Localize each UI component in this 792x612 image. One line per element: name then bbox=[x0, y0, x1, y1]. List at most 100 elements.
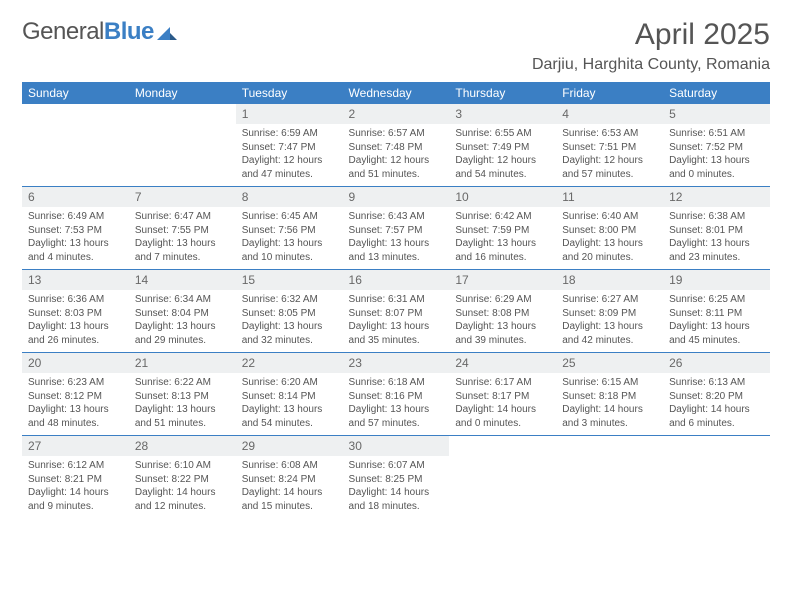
daylight-text: Daylight: 14 hours and 9 minutes. bbox=[28, 486, 123, 513]
sunrise-text: Sunrise: 6:49 AM bbox=[28, 210, 123, 224]
day-details: Sunrise: 6:10 AMSunset: 8:22 PMDaylight:… bbox=[129, 456, 236, 518]
weekday-header-row: SundayMondayTuesdayWednesdayThursdayFrid… bbox=[22, 82, 770, 104]
sunset-text: Sunset: 8:07 PM bbox=[349, 307, 444, 321]
daylight-text: Daylight: 14 hours and 12 minutes. bbox=[135, 486, 230, 513]
daylight-text: Daylight: 13 hours and 4 minutes. bbox=[28, 237, 123, 264]
daylight-text: Daylight: 12 hours and 51 minutes. bbox=[349, 154, 444, 181]
daylight-text: Daylight: 13 hours and 20 minutes. bbox=[562, 237, 657, 264]
day-details: Sunrise: 6:13 AMSunset: 8:20 PMDaylight:… bbox=[663, 373, 770, 435]
day-number: 10 bbox=[449, 187, 556, 207]
calendar-cell: 23Sunrise: 6:18 AMSunset: 8:16 PMDayligh… bbox=[343, 353, 450, 436]
daylight-text: Daylight: 13 hours and 23 minutes. bbox=[669, 237, 764, 264]
logo: GeneralBlue bbox=[22, 18, 177, 46]
weekday-header: Monday bbox=[129, 82, 236, 104]
calendar-cell: 30Sunrise: 6:07 AMSunset: 8:25 PMDayligh… bbox=[343, 436, 450, 519]
daylight-text: Daylight: 13 hours and 26 minutes. bbox=[28, 320, 123, 347]
day-details: Sunrise: 6:53 AMSunset: 7:51 PMDaylight:… bbox=[556, 124, 663, 186]
daylight-text: Daylight: 14 hours and 18 minutes. bbox=[349, 486, 444, 513]
daylight-text: Daylight: 13 hours and 51 minutes. bbox=[135, 403, 230, 430]
calendar-cell: 20Sunrise: 6:23 AMSunset: 8:12 PMDayligh… bbox=[22, 353, 129, 436]
daylight-text: Daylight: 13 hours and 42 minutes. bbox=[562, 320, 657, 347]
sunrise-text: Sunrise: 6:10 AM bbox=[135, 459, 230, 473]
daylight-text: Daylight: 14 hours and 0 minutes. bbox=[455, 403, 550, 430]
day-number: 1 bbox=[236, 104, 343, 124]
day-number: 12 bbox=[663, 187, 770, 207]
sunrise-text: Sunrise: 6:07 AM bbox=[349, 459, 444, 473]
sunset-text: Sunset: 8:05 PM bbox=[242, 307, 337, 321]
weekday-header: Saturday bbox=[663, 82, 770, 104]
day-number: 3 bbox=[449, 104, 556, 124]
day-number: 25 bbox=[556, 353, 663, 373]
header: GeneralBlue April 2025 Darjiu, Harghita … bbox=[22, 18, 770, 74]
day-details: Sunrise: 6:40 AMSunset: 8:00 PMDaylight:… bbox=[556, 207, 663, 269]
day-details: Sunrise: 6:45 AMSunset: 7:56 PMDaylight:… bbox=[236, 207, 343, 269]
sunset-text: Sunset: 8:03 PM bbox=[28, 307, 123, 321]
sunrise-text: Sunrise: 6:42 AM bbox=[455, 210, 550, 224]
sunset-text: Sunset: 8:09 PM bbox=[562, 307, 657, 321]
calendar-cell: 24Sunrise: 6:17 AMSunset: 8:17 PMDayligh… bbox=[449, 353, 556, 436]
sunset-text: Sunset: 8:04 PM bbox=[135, 307, 230, 321]
day-number: 29 bbox=[236, 436, 343, 456]
sunset-text: Sunset: 7:48 PM bbox=[349, 141, 444, 155]
day-number: 23 bbox=[343, 353, 450, 373]
sunrise-text: Sunrise: 6:31 AM bbox=[349, 293, 444, 307]
sunrise-text: Sunrise: 6:36 AM bbox=[28, 293, 123, 307]
day-details: Sunrise: 6:55 AMSunset: 7:49 PMDaylight:… bbox=[449, 124, 556, 186]
sunset-text: Sunset: 8:17 PM bbox=[455, 390, 550, 404]
calendar-cell bbox=[449, 436, 556, 519]
daylight-text: Daylight: 13 hours and 35 minutes. bbox=[349, 320, 444, 347]
day-details: Sunrise: 6:25 AMSunset: 8:11 PMDaylight:… bbox=[663, 290, 770, 352]
calendar-cell: 28Sunrise: 6:10 AMSunset: 8:22 PMDayligh… bbox=[129, 436, 236, 519]
sunset-text: Sunset: 7:56 PM bbox=[242, 224, 337, 238]
calendar-cell: 17Sunrise: 6:29 AMSunset: 8:08 PMDayligh… bbox=[449, 270, 556, 353]
day-details: Sunrise: 6:31 AMSunset: 8:07 PMDaylight:… bbox=[343, 290, 450, 352]
daylight-text: Daylight: 13 hours and 54 minutes. bbox=[242, 403, 337, 430]
day-details: Sunrise: 6:34 AMSunset: 8:04 PMDaylight:… bbox=[129, 290, 236, 352]
daylight-text: Daylight: 14 hours and 15 minutes. bbox=[242, 486, 337, 513]
sunrise-text: Sunrise: 6:27 AM bbox=[562, 293, 657, 307]
day-details: Sunrise: 6:18 AMSunset: 8:16 PMDaylight:… bbox=[343, 373, 450, 435]
day-number: 24 bbox=[449, 353, 556, 373]
sunrise-text: Sunrise: 6:38 AM bbox=[669, 210, 764, 224]
day-number: 27 bbox=[22, 436, 129, 456]
calendar-cell: 16Sunrise: 6:31 AMSunset: 8:07 PMDayligh… bbox=[343, 270, 450, 353]
day-details: Sunrise: 6:27 AMSunset: 8:09 PMDaylight:… bbox=[556, 290, 663, 352]
day-number: 8 bbox=[236, 187, 343, 207]
calendar-cell: 27Sunrise: 6:12 AMSunset: 8:21 PMDayligh… bbox=[22, 436, 129, 519]
sunset-text: Sunset: 7:59 PM bbox=[455, 224, 550, 238]
day-details: Sunrise: 6:51 AMSunset: 7:52 PMDaylight:… bbox=[663, 124, 770, 186]
calendar-cell: 3Sunrise: 6:55 AMSunset: 7:49 PMDaylight… bbox=[449, 104, 556, 187]
sunrise-text: Sunrise: 6:08 AM bbox=[242, 459, 337, 473]
day-number: 4 bbox=[556, 104, 663, 124]
day-details: Sunrise: 6:59 AMSunset: 7:47 PMDaylight:… bbox=[236, 124, 343, 186]
daylight-text: Daylight: 13 hours and 7 minutes. bbox=[135, 237, 230, 264]
calendar-cell bbox=[663, 436, 770, 519]
logo-triangle-icon bbox=[157, 24, 177, 40]
daylight-text: Daylight: 13 hours and 57 minutes. bbox=[349, 403, 444, 430]
sunrise-text: Sunrise: 6:34 AM bbox=[135, 293, 230, 307]
weekday-header: Tuesday bbox=[236, 82, 343, 104]
daylight-text: Daylight: 13 hours and 32 minutes. bbox=[242, 320, 337, 347]
day-number: 16 bbox=[343, 270, 450, 290]
calendar-cell: 14Sunrise: 6:34 AMSunset: 8:04 PMDayligh… bbox=[129, 270, 236, 353]
day-number: 5 bbox=[663, 104, 770, 124]
calendar-cell: 19Sunrise: 6:25 AMSunset: 8:11 PMDayligh… bbox=[663, 270, 770, 353]
sunset-text: Sunset: 8:08 PM bbox=[455, 307, 550, 321]
calendar-cell: 5Sunrise: 6:51 AMSunset: 7:52 PMDaylight… bbox=[663, 104, 770, 187]
calendar-row: 27Sunrise: 6:12 AMSunset: 8:21 PMDayligh… bbox=[22, 436, 770, 519]
weekday-header: Sunday bbox=[22, 82, 129, 104]
day-details: Sunrise: 6:08 AMSunset: 8:24 PMDaylight:… bbox=[236, 456, 343, 518]
calendar-cell: 1Sunrise: 6:59 AMSunset: 7:47 PMDaylight… bbox=[236, 104, 343, 187]
sunrise-text: Sunrise: 6:53 AM bbox=[562, 127, 657, 141]
calendar-cell: 6Sunrise: 6:49 AMSunset: 7:53 PMDaylight… bbox=[22, 187, 129, 270]
sunrise-text: Sunrise: 6:47 AM bbox=[135, 210, 230, 224]
day-number: 17 bbox=[449, 270, 556, 290]
daylight-text: Daylight: 13 hours and 39 minutes. bbox=[455, 320, 550, 347]
day-details: Sunrise: 6:17 AMSunset: 8:17 PMDaylight:… bbox=[449, 373, 556, 435]
calendar-cell: 2Sunrise: 6:57 AMSunset: 7:48 PMDaylight… bbox=[343, 104, 450, 187]
sunrise-text: Sunrise: 6:17 AM bbox=[455, 376, 550, 390]
sunrise-text: Sunrise: 6:25 AM bbox=[669, 293, 764, 307]
sunrise-text: Sunrise: 6:23 AM bbox=[28, 376, 123, 390]
calendar-cell: 29Sunrise: 6:08 AMSunset: 8:24 PMDayligh… bbox=[236, 436, 343, 519]
calendar-cell: 12Sunrise: 6:38 AMSunset: 8:01 PMDayligh… bbox=[663, 187, 770, 270]
